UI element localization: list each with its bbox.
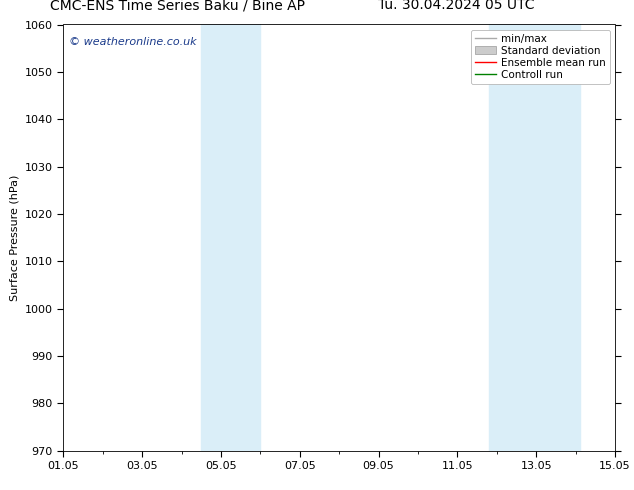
Text: CMC-ENS Time Series Baku / Bine AP: CMC-ENS Time Series Baku / Bine AP: [50, 0, 305, 12]
Bar: [202, 24, 261, 451]
Text: © weatheronline.co.uk: © weatheronline.co.uk: [69, 37, 197, 48]
Bar: [489, 24, 579, 451]
Text: Tu. 30.04.2024 05 UTC: Tu. 30.04.2024 05 UTC: [378, 0, 534, 12]
Y-axis label: Surface Pressure (hPa): Surface Pressure (hPa): [10, 174, 19, 301]
Legend: min/max, Standard deviation, Ensemble mean run, Controll run: min/max, Standard deviation, Ensemble me…: [470, 30, 610, 84]
